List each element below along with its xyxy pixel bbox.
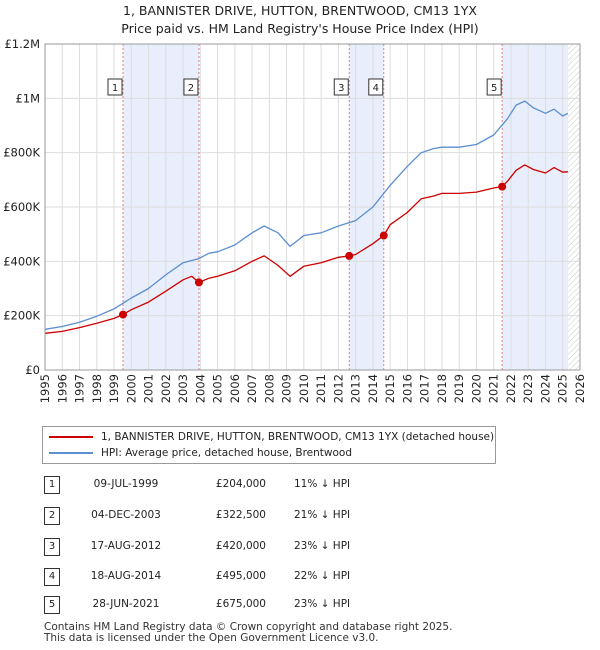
transaction-hpi-diff: 22% ↓ HPI: [294, 570, 351, 582]
transaction-price: £675,000: [215, 598, 266, 610]
x-tick-label: 2014: [366, 374, 380, 403]
table-row: 4 18-AUG-2014 £495,000 22% ↓ HPI: [44, 568, 444, 586]
transaction-markers: 1 2 3 4 5: [107, 78, 507, 319]
x-tick-label: 2019: [452, 374, 466, 403]
table-row: 5 28-JUN-2021 £675,000 23% ↓ HPI: [44, 596, 444, 614]
transaction-date: 28-JUN-2021: [92, 598, 160, 610]
y-tick-label: £1M: [15, 91, 40, 105]
transaction-marker: [119, 310, 128, 319]
axes: £0 £200K £400K £600K £800K £1M £1.2M 1995 1996 19…: [3, 37, 587, 403]
transaction-price: £420,000: [215, 540, 266, 552]
x-tick-label: 1996: [55, 374, 69, 403]
legend-item-price-paid: 1, BANNISTER DRIVE, HUTTON, BRENTWOOD, C…: [49, 429, 494, 445]
transaction-marker: [379, 231, 388, 240]
x-tick-label: 2010: [297, 374, 311, 403]
x-tick-label: 2015: [383, 374, 397, 403]
x-tick-label: 2020: [469, 374, 483, 403]
y-tick-label: £200K: [3, 309, 40, 323]
y-tick-label: £800K: [3, 146, 40, 160]
x-tick-label: 1998: [90, 374, 104, 403]
price-chart: 1 2 3 4 5 £0 £200K £400K £600K £800K £1M £1.2M 1995…: [3, 37, 587, 403]
transaction-price: £204,000: [215, 478, 266, 490]
transaction-hpi-diff: 23% ↓ HPI: [294, 598, 351, 610]
x-tick-label: 2009: [280, 374, 294, 403]
x-tick-label: 2008: [262, 374, 276, 403]
legend-label-price-paid: 1, BANNISTER DRIVE, HUTTON, BRENTWOOD, C…: [101, 431, 495, 443]
transaction-label: 5: [491, 83, 497, 94]
x-tick-label: 2023: [521, 374, 535, 403]
table-row: 2 04-DEC-2003 £322,500 21% ↓ HPI: [44, 507, 444, 525]
transaction-number: 1: [44, 476, 60, 494]
transaction-date: 17-AUG-2012: [90, 540, 162, 552]
transaction-label-box: [107, 78, 123, 96]
transaction-number: 2: [44, 507, 60, 525]
transaction-label-box: [486, 78, 502, 96]
transaction-label: 3: [338, 83, 344, 94]
x-tick-label: 2022: [504, 374, 518, 403]
transaction-date: 18-AUG-2014: [90, 570, 162, 582]
x-tick-label: 2013: [349, 374, 363, 403]
table-row: 3 17-AUG-2012 £420,000 23% ↓ HPI: [44, 538, 444, 556]
plot-frame: [44, 43, 581, 371]
x-tick-label: 2005: [211, 374, 225, 403]
transaction-marker: [194, 278, 203, 287]
transaction-number: 4: [44, 568, 60, 586]
x-tick-label: 2006: [228, 374, 242, 403]
x-tick-label: 2004: [193, 374, 207, 403]
y-tick-label: £1.2M: [4, 37, 40, 51]
hpi-line: [44, 100, 569, 330]
x-tick-label: 2021: [487, 374, 501, 403]
x-tick-label: 2025: [556, 374, 570, 403]
transaction-number: 3: [44, 538, 60, 556]
legend: 1, BANNISTER DRIVE, HUTTON, BRENTWOOD, C…: [42, 426, 496, 464]
price-paid-swatch: [49, 436, 93, 438]
y-tick-label: £600K: [3, 200, 40, 214]
transaction-label: 4: [373, 83, 379, 94]
transaction-label: 1: [112, 83, 118, 94]
x-tick-label: 2000: [124, 374, 138, 403]
footer: Contains HM Land Registry data © Crown c…: [44, 622, 452, 644]
x-tick-label: 2016: [400, 374, 414, 403]
x-tick-label: 2012: [331, 374, 345, 403]
x-tick-label: 2002: [159, 374, 173, 403]
x-tick-label: 2018: [435, 374, 449, 403]
transaction-date: 04-DEC-2003: [91, 509, 161, 521]
x-tick-label: 2007: [245, 374, 259, 403]
transaction-marker: [345, 251, 354, 260]
x-tick-label: 2024: [538, 374, 552, 403]
legend-item-hpi: HPI: Average price, detached house, Bren…: [49, 445, 352, 461]
footer-license: This data is licensed under the Open Gov…: [44, 632, 379, 644]
series: [44, 100, 569, 334]
transaction-label: 2: [188, 83, 194, 94]
transaction-price: £495,000: [215, 570, 266, 582]
transaction-date: 09-JUL-1999: [93, 478, 159, 490]
legend-label-hpi: HPI: Average price, detached house, Bren…: [101, 447, 352, 459]
y-tick-label: £0: [25, 363, 40, 377]
x-tick-label: 2003: [176, 374, 190, 403]
chart-subtitle: Price paid vs. HM Land Registry's House …: [121, 21, 479, 36]
x-tick-label: 2001: [142, 374, 156, 403]
table-row: 1 09-JUL-1999 £204,000 11% ↓ HPI: [44, 476, 444, 494]
x-tick-label: 2017: [418, 374, 432, 403]
x-tick-label: 2026: [573, 374, 587, 403]
transaction-label-box: [368, 78, 384, 96]
transaction-hpi-diff: 11% ↓ HPI: [294, 478, 351, 490]
x-tick-label: 1997: [73, 374, 87, 403]
transaction-hpi-diff: 21% ↓ HPI: [294, 509, 351, 521]
x-tick-label: 2011: [314, 374, 328, 403]
price-paid-line: [44, 164, 568, 334]
transaction-price: £322,500: [215, 509, 266, 521]
chart-title: 1, BANNISTER DRIVE, HUTTON, BRENTWOOD, C…: [123, 3, 477, 18]
x-tick-label: 1999: [107, 374, 121, 403]
transaction-hpi-diff: 23% ↓ HPI: [294, 540, 351, 552]
transaction-label-box: [333, 78, 349, 96]
y-tick-label: £400K: [3, 254, 40, 268]
transaction-label-box: [183, 78, 199, 96]
footer-copyright: Contains HM Land Registry data © Crown c…: [44, 621, 453, 633]
transaction-marker: [498, 182, 507, 191]
x-tick-label: 1995: [38, 374, 52, 403]
hpi-swatch: [49, 452, 93, 454]
transaction-number: 5: [44, 596, 60, 614]
chart-title-block: 1, BANNISTER DRIVE, HUTTON, BRENTWOOD, C…: [0, 2, 600, 38]
